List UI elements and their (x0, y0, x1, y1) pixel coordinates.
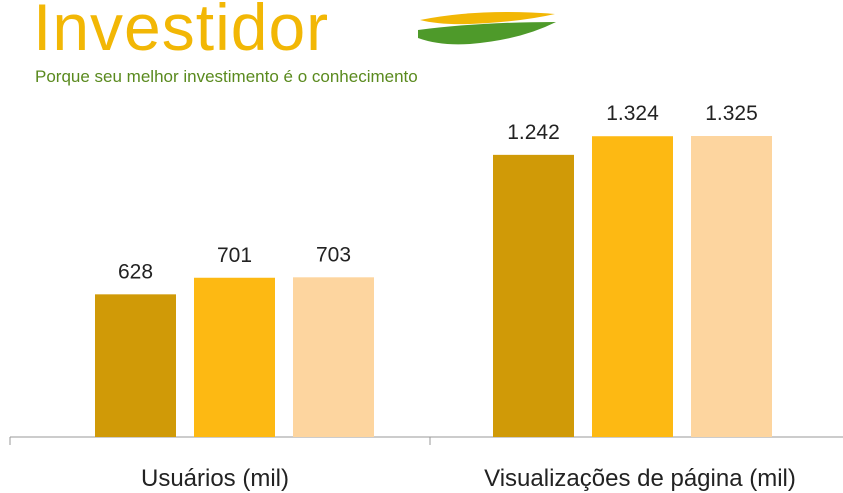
logo: Investidor Porque seu melhor investiment… (33, 0, 556, 86)
x-tick-label: Usuários (mil) (141, 465, 289, 492)
bar (493, 154, 574, 437)
data-label: 1.324 (606, 102, 659, 125)
logo-swoosh (418, 22, 556, 45)
bar (592, 136, 673, 437)
data-label: 1.242 (507, 121, 560, 144)
bar (95, 294, 176, 437)
data-label: 701 (217, 244, 252, 267)
logo-tagline: Porque seu melhor investimento é o conhe… (35, 67, 418, 86)
x-tick-label: Visualizações de página (mil) (484, 465, 796, 492)
bar (293, 277, 374, 437)
data-label: 1.325 (705, 102, 758, 125)
data-label: 703 (316, 243, 351, 266)
data-label: 628 (118, 260, 153, 283)
bar (194, 277, 275, 437)
logo-name: Investidor (33, 0, 329, 64)
logo-swoosh (420, 12, 555, 25)
bar (691, 136, 772, 437)
